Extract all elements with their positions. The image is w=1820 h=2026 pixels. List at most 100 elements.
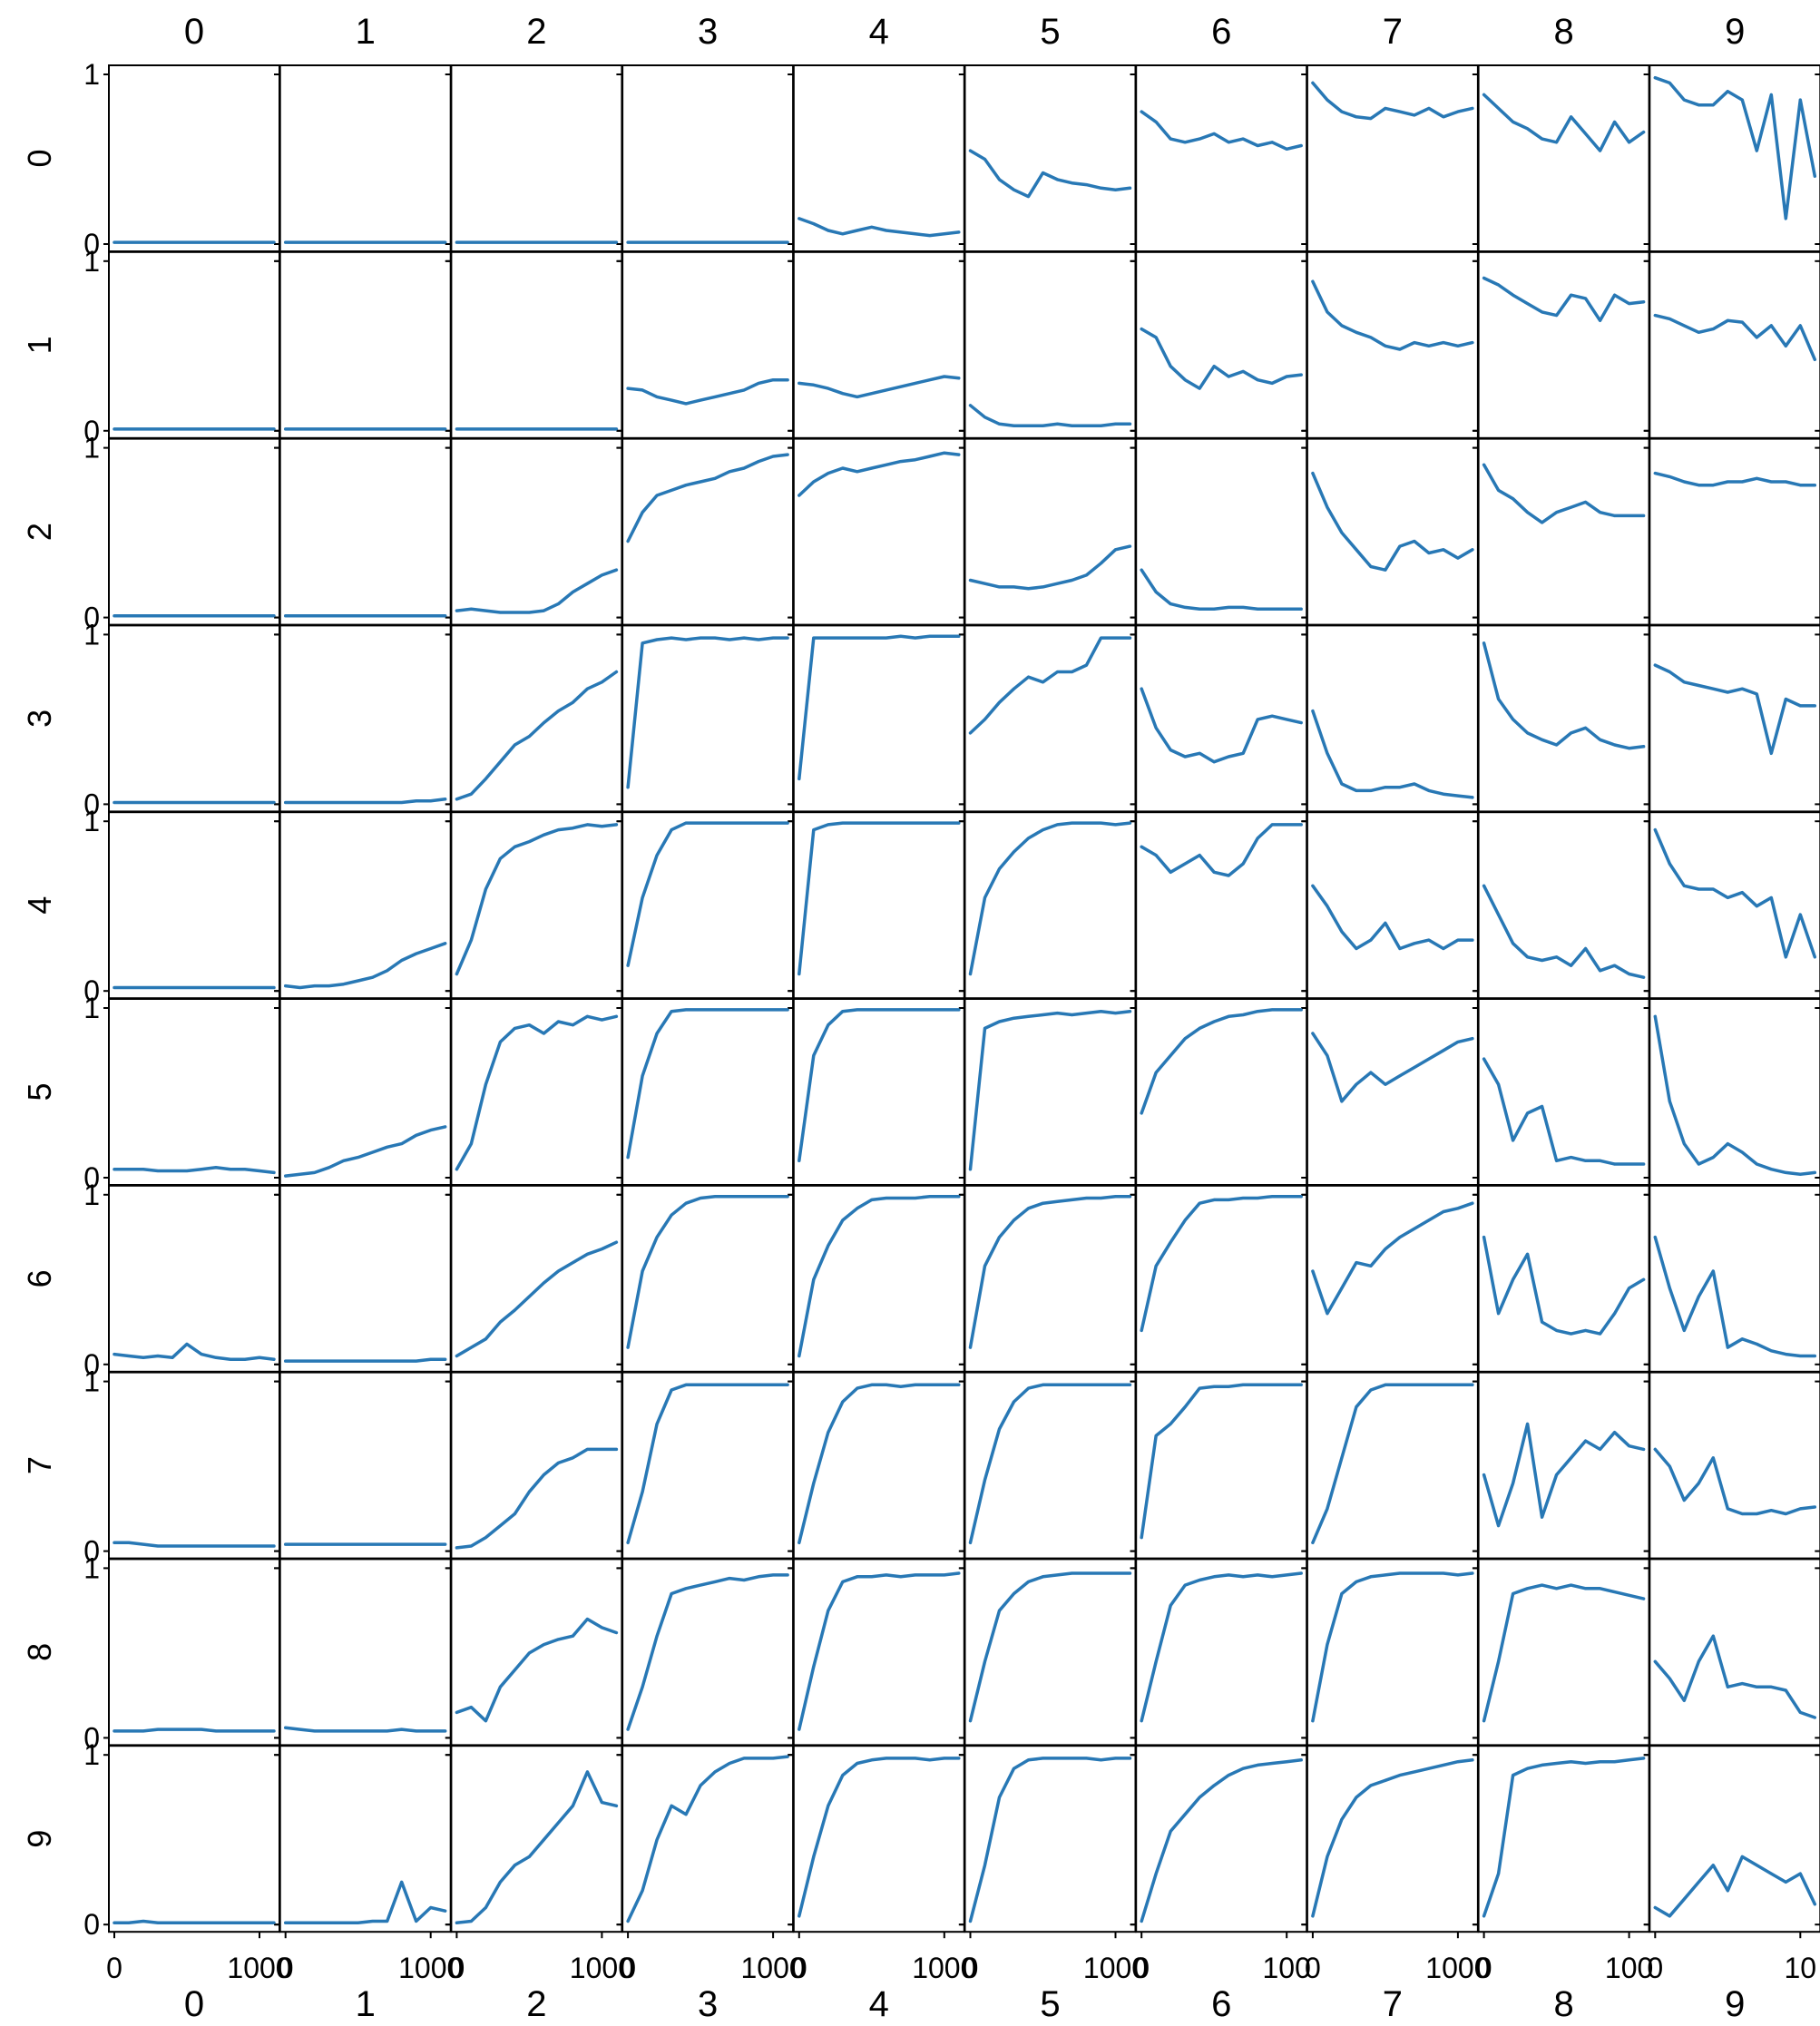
- series-line-r7-c5: [968, 1383, 1132, 1545]
- series-line-r5-c7: [1311, 1032, 1474, 1103]
- series-line-r4-c9: [1653, 827, 1817, 959]
- panel-r3-c9: [1644, 624, 1820, 813]
- panel-frame: [279, 998, 452, 1186]
- panel-r0-c1: [274, 64, 452, 252]
- panel-r3-c8: [1473, 624, 1650, 813]
- series-line-r8-c8: [1482, 1583, 1646, 1723]
- series-line-r1-c3: [626, 377, 789, 406]
- series-line-r9-c6: [1140, 1758, 1303, 1923]
- y-tick-label: 1: [83, 1179, 100, 1211]
- panel-frame: [1649, 437, 1820, 626]
- panel-frame: [792, 1745, 965, 1933]
- panel-frame: [1649, 1184, 1820, 1373]
- y-tick-label: 0: [83, 1721, 100, 1754]
- panel-r9-c1: [274, 1745, 452, 1939]
- panel-frame: [1135, 1558, 1308, 1747]
- panel-r8-c8: [1473, 1558, 1650, 1747]
- panel-r9-c6: [1130, 1745, 1308, 1939]
- panel-frame: [621, 1371, 795, 1560]
- panel-r4-c5: [959, 811, 1137, 1000]
- series-line-r7-c7: [1311, 1383, 1474, 1545]
- panel-r6-c1: [274, 1184, 452, 1373]
- column-xlabel-1: 1: [356, 1984, 376, 2024]
- series-line-r5-c6: [1140, 1008, 1303, 1115]
- panel-r5-c7: [1301, 998, 1479, 1186]
- series-line-r1-c8: [1482, 276, 1646, 323]
- panel-frame: [1649, 1371, 1820, 1560]
- panel-r6-c6: [1130, 1184, 1308, 1373]
- panel-frame: [1306, 624, 1479, 813]
- panel-r1-c8: [1473, 250, 1650, 439]
- panel-r0-c2: [445, 64, 623, 252]
- panel-frame: [792, 1558, 965, 1747]
- panel-r1-c2: [445, 250, 623, 439]
- panel-r3-c4: [788, 624, 965, 813]
- series-line-r8-c1: [283, 1726, 447, 1733]
- column-xlabel-6: 6: [1211, 1984, 1231, 2024]
- series-line-r5-c8: [1482, 1057, 1646, 1166]
- column-title-8: 8: [1553, 12, 1573, 52]
- panel-frame: [621, 624, 795, 813]
- panel-r3-c3: [617, 624, 795, 813]
- panel-frame: [1477, 624, 1650, 813]
- panel-frame: [964, 250, 1137, 439]
- series-line-r9-c3: [626, 1755, 789, 1923]
- series-line-r1-c4: [797, 375, 961, 399]
- panel-r8-c9: [1644, 1558, 1820, 1747]
- series-line-r4-c8: [1482, 884, 1646, 979]
- panel-r4-c4: [788, 811, 965, 1000]
- series-line-r2-c4: [797, 451, 961, 497]
- panel-r1-c1: [274, 250, 452, 439]
- series-line-r2-c9: [1653, 471, 1817, 487]
- series-line-r8-c2: [455, 1617, 619, 1723]
- x-tick-label: 1000: [741, 1952, 806, 1984]
- panel-frame: [450, 998, 623, 1186]
- y-tick-label: 1: [83, 1365, 100, 1398]
- series-line-r6-c0: [113, 1342, 276, 1361]
- series-line-r1-c9: [1653, 313, 1817, 362]
- panel-r2-c2: [445, 437, 623, 626]
- panel-r5-c9: [1644, 998, 1820, 1186]
- row-label-4: 4: [21, 896, 58, 915]
- row-label-3: 3: [21, 710, 58, 728]
- panel-r5-c2: [445, 998, 623, 1186]
- panel-r6-c2: [445, 1184, 623, 1373]
- series-line-r0-c5: [968, 149, 1132, 199]
- panel-frame: [792, 250, 965, 439]
- y-tick-label: 1: [83, 432, 100, 465]
- series-line-r2-c3: [626, 453, 789, 543]
- panel-r0-c8: [1473, 64, 1650, 252]
- panel-frame: [964, 64, 1137, 252]
- panel-frame: [279, 1184, 452, 1373]
- panel-frame: [450, 1558, 623, 1747]
- panel-frame: [108, 1558, 280, 1747]
- panel-r1-c0: 01: [83, 245, 280, 447]
- row-label-6: 6: [21, 1269, 58, 1287]
- panel-r3-c7: [1301, 624, 1479, 813]
- series-line-r6-c2: [455, 1240, 619, 1358]
- panel-frame: [1135, 998, 1308, 1186]
- panel-r7-c1: [274, 1371, 452, 1560]
- series-line-r5-c9: [1653, 1014, 1817, 1177]
- y-tick-label: 0: [83, 1161, 100, 1194]
- panel-frame: [1477, 1745, 1650, 1933]
- series-line-r7-c6: [1140, 1383, 1303, 1540]
- series-line-r0-c9: [1653, 75, 1817, 220]
- series-line-r6-c6: [1140, 1194, 1303, 1333]
- series-line-r0-c4: [797, 217, 961, 238]
- panel-frame: [1649, 998, 1820, 1186]
- series-line-r7-c9: [1653, 1447, 1817, 1516]
- series-line-r8-c0: [113, 1727, 276, 1733]
- row-label-2: 2: [21, 523, 58, 541]
- panel-r7-c0: 01: [83, 1365, 280, 1568]
- panel-r4-c6: [1130, 811, 1308, 1000]
- panel-frame: [964, 1184, 1137, 1373]
- panel-frame: [792, 64, 965, 252]
- x-tick-label: 0: [620, 1952, 636, 1984]
- row-label-1: 1: [21, 336, 58, 354]
- panel-r9-c8: [1473, 1745, 1650, 1939]
- x-tick-label: 0: [1476, 1952, 1492, 1984]
- series-line-r6-c5: [968, 1194, 1132, 1349]
